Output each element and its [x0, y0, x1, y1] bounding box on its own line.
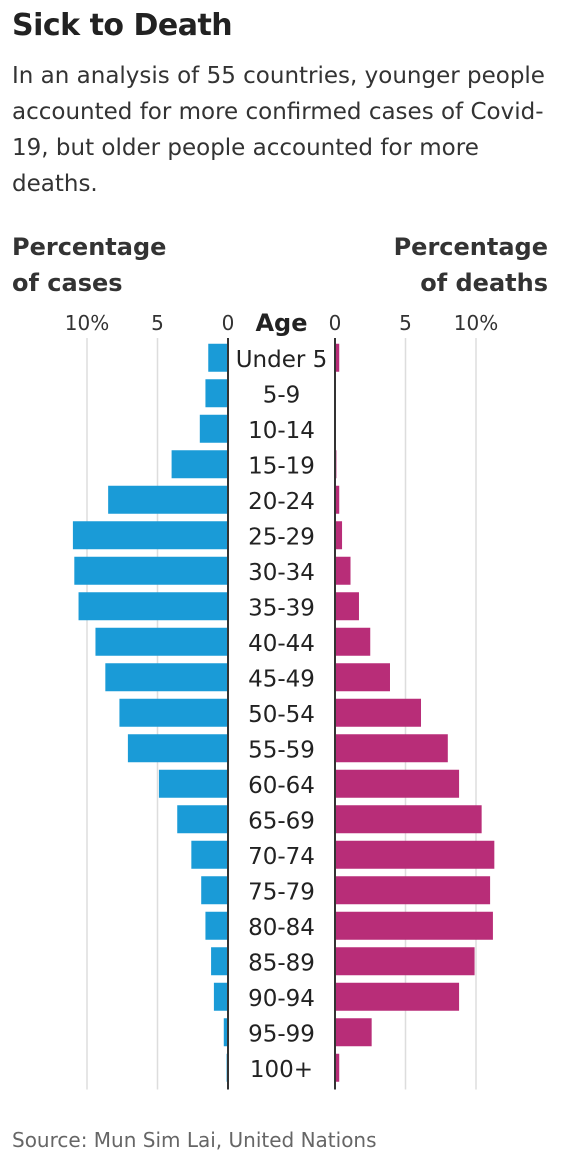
deaths-bar	[335, 663, 390, 692]
chart-title: Sick to Death	[12, 8, 233, 43]
age-group-label: 75-79	[248, 879, 315, 905]
right-tick-label: 10%	[454, 311, 498, 335]
age-group-label: 65-69	[248, 808, 315, 834]
age-group-label: 35-39	[248, 595, 315, 621]
age-group-label: 30-34	[248, 560, 315, 586]
deaths-bar	[335, 734, 448, 763]
age-group-label: 95-99	[248, 1021, 315, 1047]
deaths-bar	[335, 1018, 372, 1047]
age-group-label: 45-49	[248, 666, 315, 692]
cases-bar	[74, 556, 228, 585]
deaths-bar	[335, 1053, 340, 1082]
deaths-bar	[335, 556, 351, 585]
cases-bar	[205, 379, 228, 408]
chart-subtitle: In an analysis of 55 countries, younger …	[12, 63, 545, 197]
age-group-label: 70-74	[248, 844, 315, 870]
age-group-label: 25-29	[248, 524, 315, 550]
left-tick-label: 5	[151, 311, 164, 335]
left-axis-title-line1: Percentage	[12, 233, 167, 261]
age-group-label: 60-64	[248, 773, 315, 799]
cases-bar	[223, 1018, 228, 1047]
right-axis-title-line2: of deaths	[420, 269, 548, 297]
age-group-label: 5-9	[263, 382, 301, 408]
cases-bar	[72, 521, 229, 550]
deaths-bar	[335, 485, 340, 514]
deaths-bar	[335, 982, 460, 1011]
deaths-bar	[335, 698, 422, 727]
cases-bar	[191, 840, 228, 869]
deaths-bar	[335, 876, 491, 905]
deaths-bar	[335, 592, 359, 621]
deaths-bar	[335, 911, 493, 940]
age-group-label: 10-14	[248, 418, 315, 444]
right-axis-title: Percentage of deaths	[394, 229, 548, 301]
cases-bar	[78, 592, 228, 621]
cases-bar	[108, 485, 228, 514]
left-axis-title-line2: of cases	[12, 269, 123, 297]
cases-bar	[158, 769, 228, 798]
cases-bar	[171, 450, 228, 479]
left-tick-label: 0	[222, 311, 235, 335]
cases-bar	[201, 876, 228, 905]
cases-bar	[205, 911, 228, 940]
age-group-label: 55-59	[248, 737, 315, 763]
age-group-label: 50-54	[248, 702, 315, 728]
cases-bar	[119, 698, 228, 727]
cases-bar	[199, 414, 228, 443]
age-group-label: 100+	[250, 1057, 313, 1083]
deaths-bar	[335, 840, 495, 869]
deaths-bar	[335, 769, 460, 798]
deaths-bar	[335, 343, 340, 372]
age-group-label: 20-24	[248, 489, 315, 515]
left-axis-title: Percentage of cases	[12, 229, 166, 301]
age-group-label: Under 5	[236, 347, 328, 373]
age-group-label: 15-19	[248, 453, 315, 479]
left-tick-label: 10%	[65, 311, 109, 335]
cases-bar	[95, 627, 229, 656]
source-note: Source: Mun Sim Lai, United Nations	[12, 1128, 377, 1152]
age-group-label: 90-94	[248, 986, 315, 1012]
age-group-label: 85-89	[248, 950, 315, 976]
cases-bar	[177, 805, 228, 834]
cases-bar	[208, 343, 228, 372]
population-pyramid-chart: 10% 5 0 0 5 10% Age Under 5 5-9 10-14 15-19 20-24 25…	[65, 309, 498, 1090]
deaths-bar	[335, 521, 343, 550]
right-tick-label: 5	[399, 311, 412, 335]
cases-bar	[105, 663, 228, 692]
deaths-bar	[335, 627, 371, 656]
age-group-label: 80-84	[248, 915, 315, 941]
center-age-label: Age	[255, 309, 307, 337]
age-group-label: 40-44	[248, 631, 315, 657]
cases-bar	[211, 947, 228, 976]
right-tick-label: 0	[329, 311, 342, 335]
right-axis-title-line1: Percentage	[393, 233, 548, 261]
cases-bar	[127, 734, 228, 763]
deaths-bar	[335, 947, 475, 976]
deaths-bar	[335, 805, 482, 834]
cases-bar	[213, 982, 228, 1011]
